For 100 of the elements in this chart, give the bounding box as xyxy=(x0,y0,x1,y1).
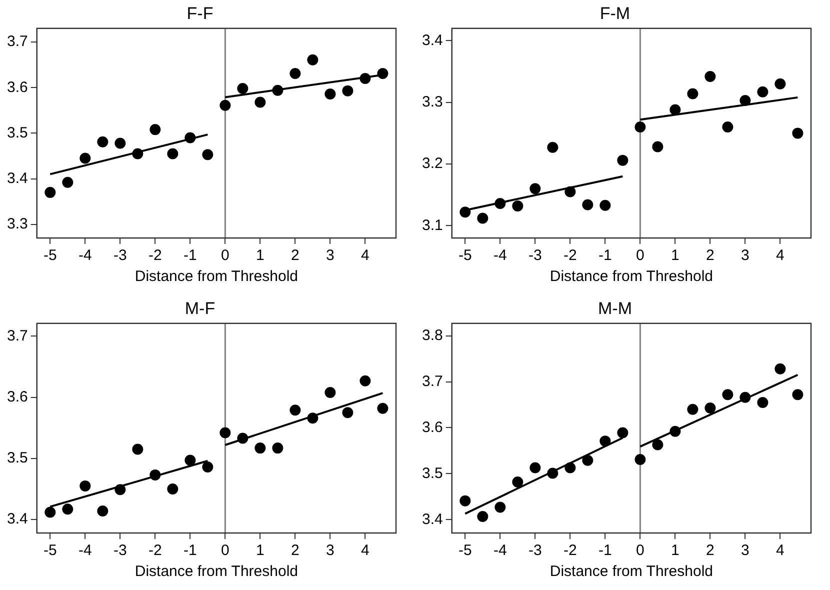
y-tick-label: 3.2 xyxy=(422,155,443,172)
x-tick-label: -2 xyxy=(148,542,162,560)
point xyxy=(290,404,301,416)
x-tick-label: 3 xyxy=(741,542,750,560)
y-tick-label: 3.3 xyxy=(6,215,28,232)
x-tick-label: -1 xyxy=(598,247,612,264)
chart-title: F-M xyxy=(600,4,630,23)
point xyxy=(687,88,698,100)
y-tick-label: 3.7 xyxy=(6,327,28,344)
x-tick-label: 2 xyxy=(291,247,300,264)
point xyxy=(114,484,126,496)
point xyxy=(114,138,126,149)
point xyxy=(582,454,594,466)
y-tick-label: 3.7 xyxy=(6,33,28,50)
point xyxy=(324,88,336,100)
point xyxy=(342,407,354,418)
x-tick-label: -2 xyxy=(563,542,577,560)
point xyxy=(704,402,716,414)
x-tick-label: 1 xyxy=(256,542,264,560)
point xyxy=(477,510,488,522)
x-axis-title: Distance from Threshold xyxy=(550,268,713,286)
point xyxy=(184,454,196,466)
x-tick-label: -3 xyxy=(528,542,542,560)
point xyxy=(377,402,388,414)
point xyxy=(202,149,214,160)
point xyxy=(220,100,231,111)
y-tick-label: 3.5 xyxy=(422,464,443,482)
x-tick-label: -4 xyxy=(78,247,92,264)
y-tick-label: 3.5 xyxy=(6,124,28,142)
point xyxy=(184,132,196,144)
y-tick-label: 3.6 xyxy=(422,418,443,436)
point xyxy=(722,389,734,400)
point xyxy=(342,85,354,96)
x-tick-label: -4 xyxy=(493,247,507,264)
point xyxy=(97,506,108,516)
x-tick-label: -5 xyxy=(43,542,57,560)
point xyxy=(237,432,248,444)
x-tick-label: -1 xyxy=(598,542,612,560)
point xyxy=(652,439,664,450)
point xyxy=(792,128,804,139)
point xyxy=(167,484,178,495)
point xyxy=(634,454,646,465)
x-tick-label: -3 xyxy=(528,247,542,264)
y-tick-label: 3.4 xyxy=(6,510,28,528)
x-tick-label: 4 xyxy=(361,247,370,264)
point xyxy=(307,412,318,424)
point xyxy=(792,389,804,400)
y-tick-label: 3.7 xyxy=(422,372,443,390)
point xyxy=(460,495,471,506)
y-tick-label: 3.4 xyxy=(422,510,443,528)
point xyxy=(307,54,318,66)
point xyxy=(687,404,698,415)
x-axis-title: Distance from Threshold xyxy=(134,268,298,286)
x-tick-label: 4 xyxy=(776,247,784,264)
y-tick-label: 3.6 xyxy=(6,388,28,406)
point xyxy=(80,152,91,164)
point xyxy=(360,73,371,84)
x-tick-label: -3 xyxy=(113,247,127,264)
y-tick-label: 3.6 xyxy=(6,78,28,96)
point xyxy=(740,95,751,106)
point xyxy=(617,427,628,438)
point xyxy=(494,198,506,209)
point xyxy=(44,186,56,198)
point xyxy=(547,142,558,153)
x-tick-label: -3 xyxy=(113,542,127,560)
point xyxy=(62,176,74,188)
point xyxy=(547,468,558,479)
y-tick-label: 3.5 xyxy=(6,450,28,467)
point xyxy=(740,392,751,403)
point xyxy=(202,462,214,473)
point xyxy=(600,200,611,211)
point xyxy=(600,436,611,447)
point xyxy=(757,86,768,98)
point xyxy=(150,469,161,480)
point xyxy=(80,480,91,492)
x-tick-label: 2 xyxy=(706,542,714,560)
point xyxy=(512,476,524,488)
x-tick-label: 3 xyxy=(326,542,334,560)
x-tick-label: -2 xyxy=(563,247,577,264)
x-tick-label: 1 xyxy=(256,247,264,264)
x-tick-label: -5 xyxy=(43,247,57,264)
y-tick-label: 3.8 xyxy=(422,326,443,344)
point xyxy=(150,124,161,136)
point xyxy=(477,212,488,224)
point xyxy=(220,427,231,438)
x-tick-label: -2 xyxy=(148,247,162,264)
chart-title: M-M xyxy=(598,298,632,318)
x-tick-label: -5 xyxy=(458,247,472,264)
x-tick-label: 3 xyxy=(326,247,334,264)
point xyxy=(272,84,284,96)
x-axis-title: Distance from Threshold xyxy=(550,563,713,580)
point xyxy=(132,148,144,160)
chart-title: F-F xyxy=(186,4,214,23)
x-tick-label: 1 xyxy=(671,247,680,264)
point xyxy=(634,122,646,133)
x-tick-label: -5 xyxy=(458,542,472,560)
point xyxy=(494,502,506,513)
point xyxy=(774,363,786,374)
point xyxy=(757,396,768,408)
x-tick-label: 1 xyxy=(671,542,680,560)
